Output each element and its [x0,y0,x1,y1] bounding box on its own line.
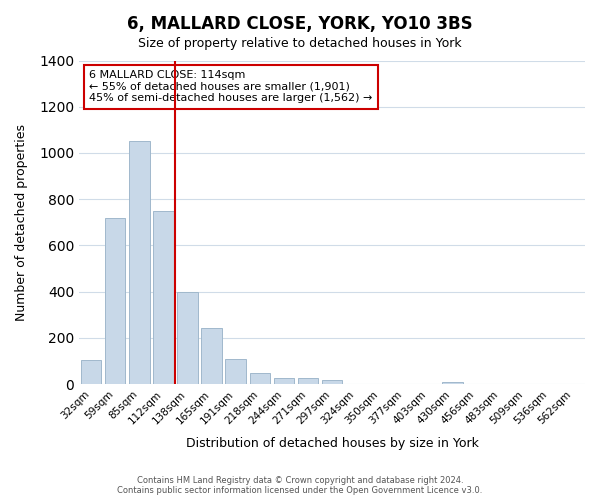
Text: Contains HM Land Registry data © Crown copyright and database right 2024.
Contai: Contains HM Land Registry data © Crown c… [118,476,482,495]
Text: Size of property relative to detached houses in York: Size of property relative to detached ho… [138,38,462,51]
Text: 6 MALLARD CLOSE: 114sqm
← 55% of detached houses are smaller (1,901)
45% of semi: 6 MALLARD CLOSE: 114sqm ← 55% of detache… [89,70,373,103]
X-axis label: Distribution of detached houses by size in York: Distribution of detached houses by size … [185,437,478,450]
Bar [298,378,318,384]
Bar [81,360,101,384]
Bar [202,328,222,384]
Bar [274,378,294,384]
Text: 6, MALLARD CLOSE, YORK, YO10 3BS: 6, MALLARD CLOSE, YORK, YO10 3BS [127,15,473,33]
Bar [250,372,270,384]
Bar [442,382,463,384]
Bar [129,142,149,384]
Bar [153,211,173,384]
Bar [105,218,125,384]
Y-axis label: Number of detached properties: Number of detached properties [15,124,28,321]
Bar [177,292,198,384]
Bar [322,380,342,384]
Bar [226,358,246,384]
